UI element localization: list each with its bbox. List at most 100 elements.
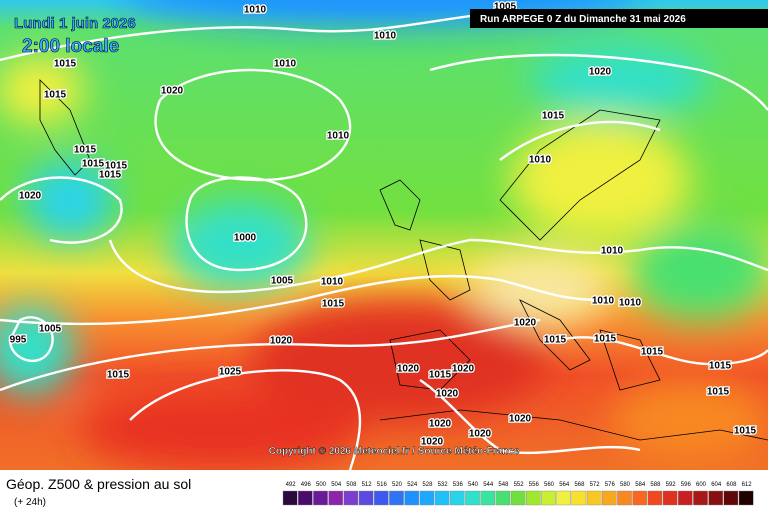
colorbar-swatch xyxy=(586,490,602,506)
colorbar-label: 512 xyxy=(362,482,373,488)
isobar-label: 1010 xyxy=(321,277,344,288)
colorbar-label: 544 xyxy=(483,482,494,488)
colorbar-label: 576 xyxy=(605,482,616,488)
field xyxy=(0,0,768,470)
colorbar-swatch xyxy=(343,490,359,506)
colorbar-label: 568 xyxy=(574,482,585,488)
isobar-label: 1015 xyxy=(542,111,565,122)
isobar-label: 1020 xyxy=(589,67,612,78)
colorbar-swatch xyxy=(647,490,663,506)
isobar-label: 1010 xyxy=(619,298,642,309)
colorbar-swatch xyxy=(723,490,739,506)
isobar-labels: 1010 1005 1010 1015 1010 1020 1015 1020 … xyxy=(8,0,757,449)
isobar-label: 1015 xyxy=(54,59,77,70)
isobar-label: 1015 xyxy=(734,426,757,437)
colorbar-swatch xyxy=(313,490,328,506)
isobar-label: 1015 xyxy=(707,387,730,398)
isobar-label: 1025 xyxy=(219,367,242,378)
colorbar-swatch xyxy=(495,490,511,506)
colorbar-swatch xyxy=(328,490,344,506)
isobar-label: 1010 xyxy=(244,5,267,16)
colorbar-label: 504 xyxy=(331,482,342,488)
colorbar-swatch xyxy=(282,490,298,506)
colorbar-label: 572 xyxy=(590,482,601,488)
colorbar-label: 588 xyxy=(650,482,661,488)
isobar-label: 1000 xyxy=(234,233,257,244)
colorbar-label: 524 xyxy=(407,482,418,488)
colorbar-label: 608 xyxy=(726,482,737,488)
run-box xyxy=(470,9,768,28)
isobar-label: 1015 xyxy=(74,145,97,156)
colorbar-label: 508 xyxy=(346,482,357,488)
colorbar-swatch xyxy=(465,490,480,506)
colorbar-swatch xyxy=(358,490,374,506)
colorbar-swatch xyxy=(374,490,389,506)
isobar-label: 1020 xyxy=(161,86,184,97)
isobar-label: 1015 xyxy=(105,161,128,172)
colorbar-label: 604 xyxy=(711,482,722,488)
run-label: Run ARPEGE 0 Z du Dimanche 31 mai 2026 xyxy=(480,14,686,25)
colorbar-label: 496 xyxy=(301,482,312,488)
colorbar-label: 560 xyxy=(544,482,555,488)
isobars xyxy=(0,8,768,471)
isobar-label: 1015 xyxy=(322,299,345,310)
isobar-label: 1020 xyxy=(19,191,42,202)
colorbar-swatch xyxy=(602,490,617,506)
colorbar-swatch xyxy=(693,490,708,506)
isobar-label: 1010 xyxy=(529,155,552,166)
isobar-label: 1015 xyxy=(107,370,130,381)
colorbar-label: 536 xyxy=(453,482,464,488)
colorbar-label: 556 xyxy=(529,482,540,488)
colorbar-label: 540 xyxy=(468,482,479,488)
isobar-label: 1015 xyxy=(429,370,452,381)
colorbar-swatch xyxy=(526,490,541,506)
colorbar-label: 564 xyxy=(559,482,570,488)
colorbar-swatch xyxy=(617,490,632,506)
colorbar-swatch xyxy=(404,490,420,506)
isobar-label: 1015 xyxy=(544,335,567,346)
colorbar-label: 520 xyxy=(392,482,403,488)
colorbar-label: 548 xyxy=(498,482,509,488)
isobar-label: 1020 xyxy=(509,414,532,425)
colorbar-swatch xyxy=(632,490,647,506)
isobar-label: 1005 xyxy=(271,276,294,287)
colorbar-swatch xyxy=(450,490,465,506)
colorbar-swatch xyxy=(510,490,526,506)
isobar-label: 995 xyxy=(10,335,27,346)
colorbar-label: 600 xyxy=(696,482,707,488)
colorbar-label: 552 xyxy=(514,482,525,488)
footer-title: Géop. Z500 & pression au sol xyxy=(6,476,191,492)
colorbar-label: 592 xyxy=(666,482,677,488)
colorbar-swatch xyxy=(662,490,678,506)
colorbar-swatch xyxy=(556,490,571,506)
footer-lead: (+ 24h) xyxy=(14,497,46,508)
colorbar-swatch xyxy=(434,490,450,506)
colorbar-label: 532 xyxy=(438,482,449,488)
isobar-label: 1015 xyxy=(709,361,732,372)
colorbar-label: 500 xyxy=(316,482,327,488)
coastlines xyxy=(39,79,768,441)
isobar-label: 1020 xyxy=(452,364,475,375)
isobar-label: 1020 xyxy=(270,336,293,347)
isobar-label: 1020 xyxy=(429,419,452,430)
isobar-label: 1020 xyxy=(469,429,492,440)
isobar-label: 1010 xyxy=(374,31,397,42)
isobar-label: 1020 xyxy=(436,389,459,400)
colorbar-swatch xyxy=(678,490,693,506)
isobar-label: 1010 xyxy=(592,296,615,307)
colorbar-swatch xyxy=(298,490,313,506)
colorbar-swatch xyxy=(571,490,587,506)
copyright: Copyright © 2026 Meteociel.fr / Source M… xyxy=(269,446,520,457)
colorbar-label: 580 xyxy=(620,482,631,488)
isobar-label: 1015 xyxy=(99,170,122,181)
isobar-label: 1010 xyxy=(601,246,624,257)
time-label: 2:00 locale xyxy=(22,36,119,57)
colorbar-swatch xyxy=(389,490,404,506)
colorbar: 492 496 500 504 508 512 516 520 524 528 532 536 540 5… xyxy=(282,482,754,506)
isobar-label: 1010 xyxy=(327,131,350,142)
colorbar-swatch xyxy=(541,490,556,506)
isobar-label: 1020 xyxy=(421,437,444,448)
colorbar-swatch xyxy=(480,490,496,506)
colorbar-label: 584 xyxy=(635,482,646,488)
